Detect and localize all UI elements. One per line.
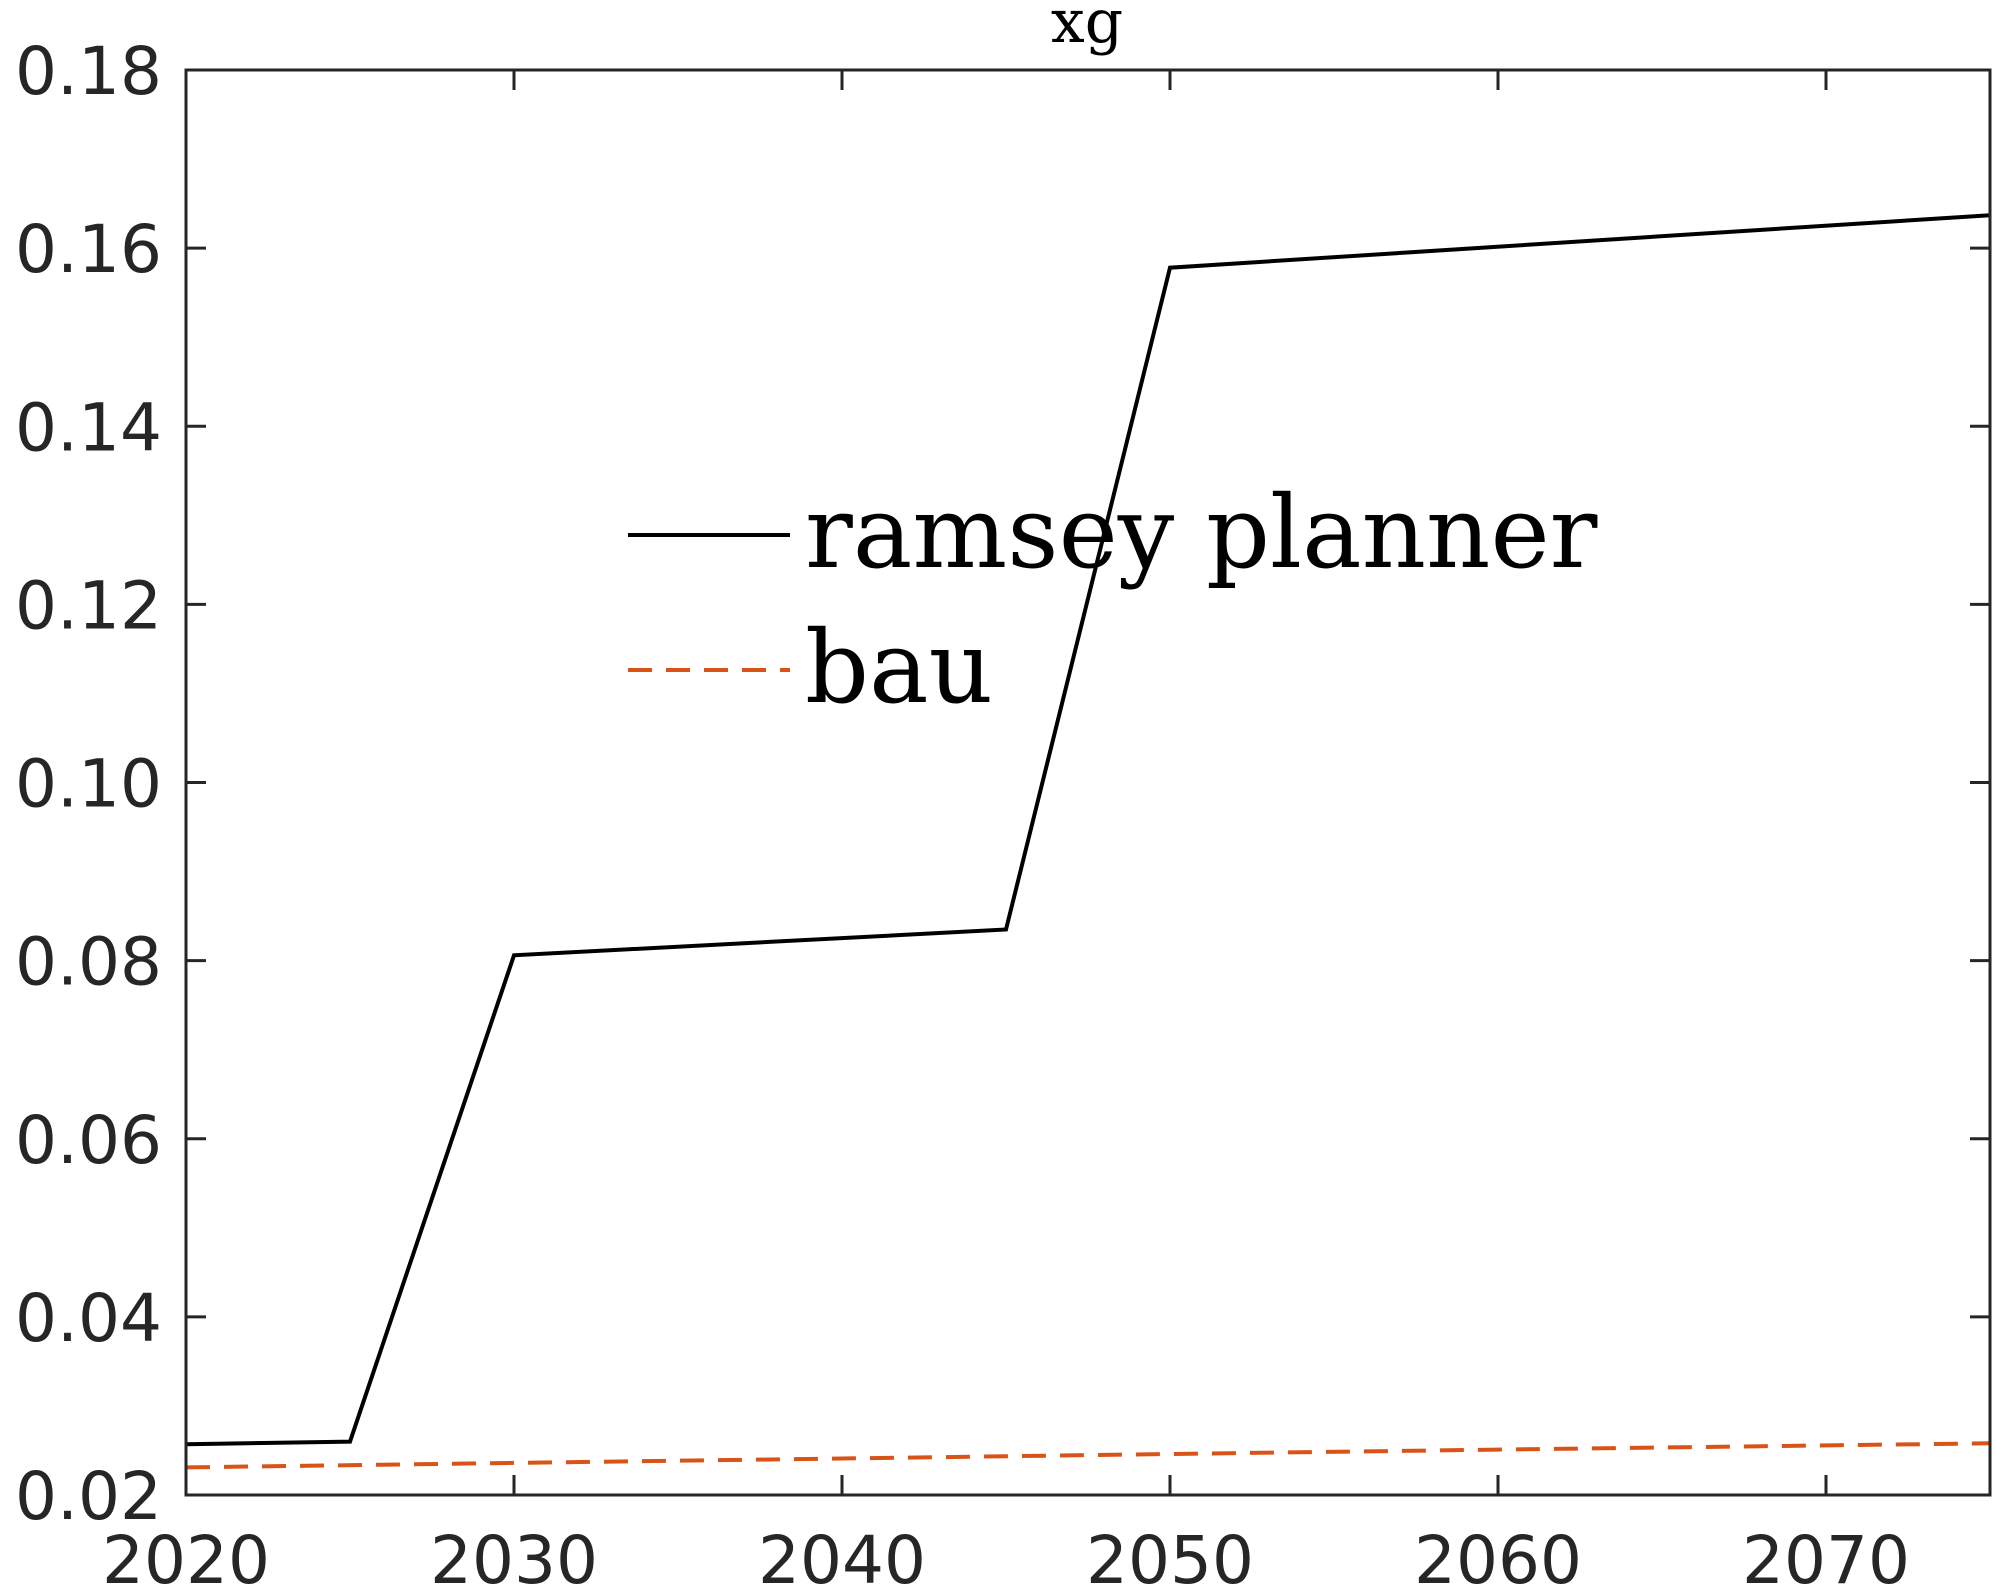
legend: ramsey planner bau [628, 474, 1598, 726]
y-tick-label: 0.04 [15, 1280, 162, 1357]
y-tick-label: 0.16 [15, 211, 162, 288]
series-layer [185, 213, 1991, 1470]
ticks-layer: 2020 2030 2040 2050 2060 2070 0.02 0.04 0.06 0.08… [15, 33, 1990, 1594]
legend-label-0: ramsey planner [805, 474, 1598, 591]
y-tick-label: 0.06 [15, 1102, 162, 1179]
series-line-0 [185, 213, 1991, 1447]
plot-area-frame [184, 68, 1992, 1497]
chart-title: xg [1051, 0, 1123, 57]
series-line-1 [185, 1441, 1991, 1470]
y-tick-label: 0.18 [15, 33, 162, 110]
x-tick-label: 2030 [430, 1522, 598, 1594]
legend-label-1: bau [805, 609, 993, 726]
y-tick-label: 0.08 [15, 924, 162, 1001]
x-tick-label: 2040 [758, 1522, 926, 1594]
x-tick-label: 2060 [1414, 1522, 1582, 1594]
x-tick-label: 2070 [1742, 1522, 1910, 1594]
y-tick-label: 0.10 [15, 746, 162, 823]
x-tick-label: 2050 [1086, 1522, 1254, 1594]
y-tick-label: 0.14 [15, 389, 162, 466]
y-tick-label: 0.02 [15, 1458, 162, 1535]
x-tick-label: 2020 [102, 1522, 270, 1594]
y-tick-label: 0.12 [15, 567, 162, 644]
